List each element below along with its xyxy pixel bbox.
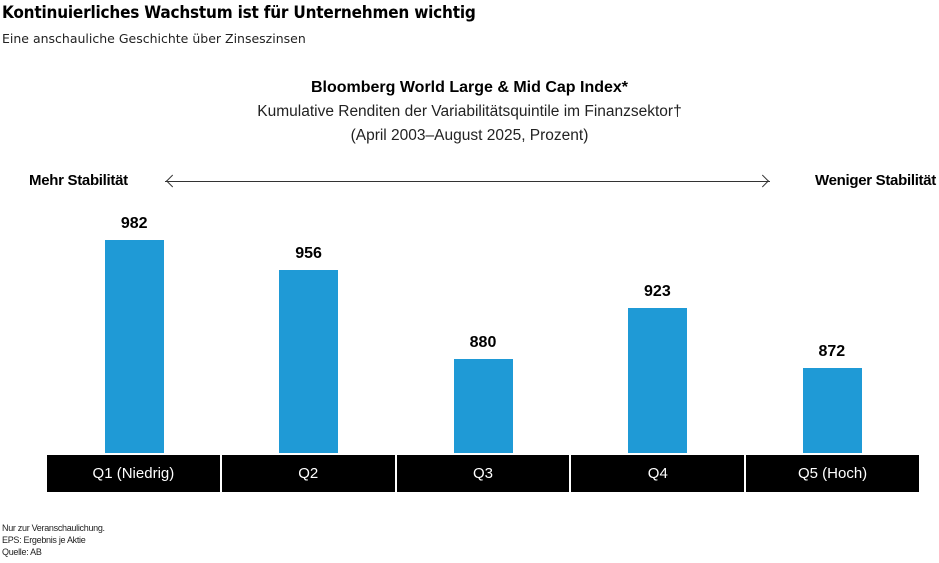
footnote-source: Quelle: AB: [2, 547, 42, 557]
bar-value-label: 956: [295, 244, 322, 262]
footnote-illustration: Nur zur Veranschaulichung.: [2, 523, 105, 533]
bar-slot: 872: [745, 200, 919, 453]
less-stability-label: Weniger Stabilität: [814, 172, 936, 189]
footnotes: Nur zur Veranschaulichung. EPS: Ergebnis…: [2, 522, 105, 558]
bar: [802, 367, 862, 453]
page-subheadline: Eine anschauliche Geschichte über Zinses…: [2, 31, 306, 46]
more-stability-label: Mehr Stabilität: [29, 172, 128, 189]
category-label: Q3: [396, 455, 572, 492]
bar-slot: 923: [570, 200, 744, 453]
page-headline: Kontinuierliches Wachstum ist für Untern…: [2, 3, 476, 23]
bar-slot: 956: [221, 200, 395, 453]
bar-value-label: 880: [469, 333, 497, 351]
bar-value-label: 923: [644, 283, 671, 301]
footnote-eps: EPS: Ergebnis je Aktie: [2, 535, 86, 545]
bar-value-label: 982: [120, 214, 148, 232]
chart-title: Bloomberg World Large & Mid Cap Index*: [310, 79, 629, 96]
bar-plot-area: 982 956 880 923 872: [47, 200, 919, 453]
bar: [453, 358, 513, 453]
category-label: Q2: [221, 455, 397, 492]
bar: [628, 308, 688, 453]
category-label: Q4: [571, 455, 747, 492]
bar-slot: 982: [47, 200, 221, 453]
chart-subtitle: Kumulative Renditen der Variabilitätsqui…: [257, 103, 682, 120]
category-axis: Q1 (Niedrig) Q2 Q3 Q4 Q5 (Hoch): [47, 455, 919, 492]
category-label: Q5 (Hoch): [746, 455, 919, 492]
double-arrow-icon: [165, 181, 770, 182]
bar-value-label: 872: [818, 342, 846, 360]
bar-slot: 880: [396, 200, 570, 453]
category-label: Q1 (Niedrig): [47, 455, 222, 492]
chart-date-range: (April 2003–August 2025, Prozent): [350, 127, 589, 144]
bar: [105, 239, 164, 453]
bar: [279, 269, 339, 453]
